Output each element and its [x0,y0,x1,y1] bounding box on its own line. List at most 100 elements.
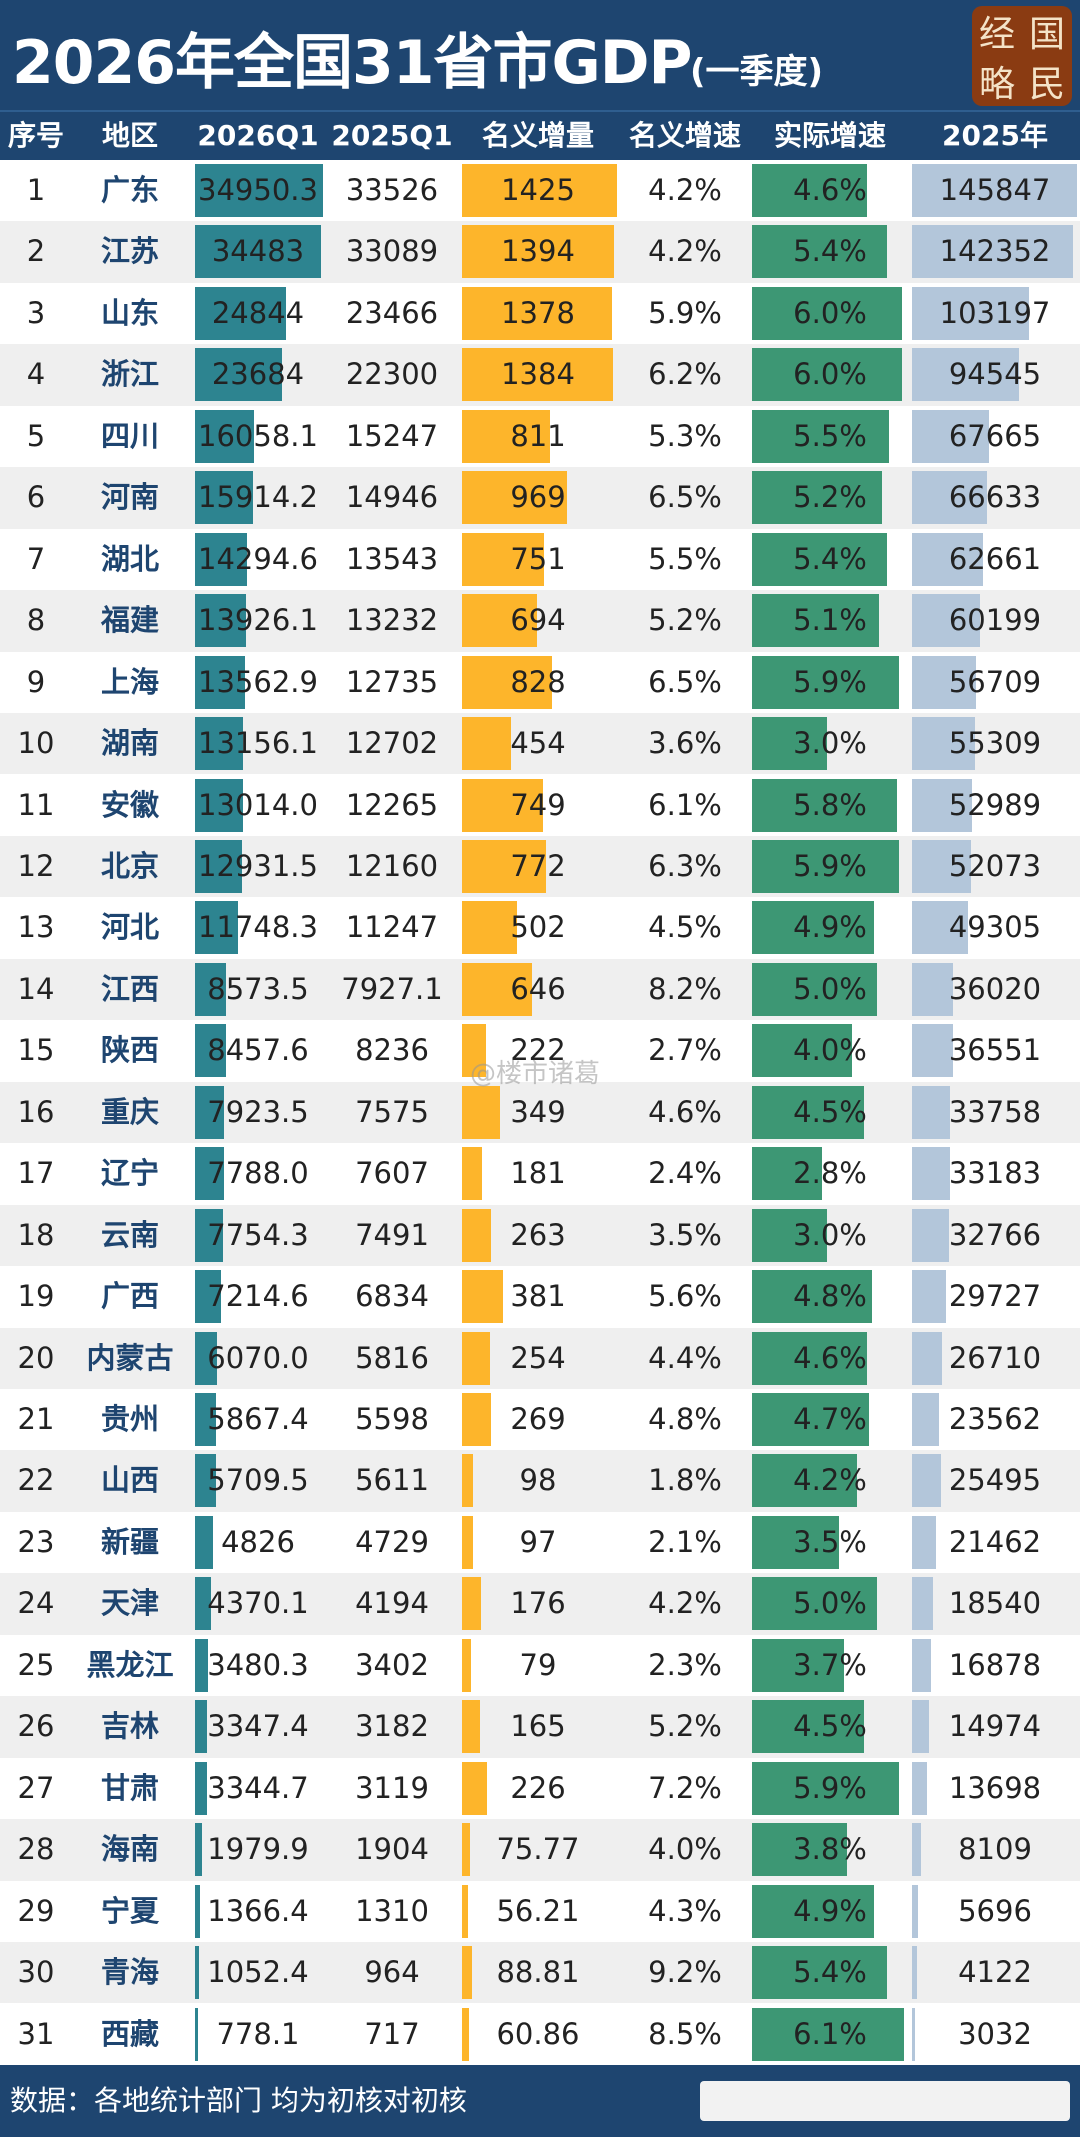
table-cell: 4.3% [648,1893,722,1928]
bar-nominal-increase [462,1638,471,1692]
table-row: 24 天津 4370.1 4194 176 4.2% 5.0% 18540 [0,1573,1080,1635]
bar-nominal-increase [462,1085,500,1139]
bar-2025-annual [912,409,989,463]
table-row: 17 辽宁 7788.0 7607 181 2.4% 2.8% 33183 [0,1143,1080,1204]
table-cell: 778.1 [216,2016,300,2051]
bar-2025-annual [912,1700,929,1754]
table-cell: 宁夏 [100,1893,159,1928]
bar-2025-annual [912,1454,941,1508]
table-cell: 165 [510,1709,566,1744]
table-cell: 5.5% [648,541,722,576]
table-cell: 14946 [345,480,439,515]
bar-2025-annual [912,471,988,525]
table-row: 9 上海 13562.9 12735 828 6.5% 5.9% 56709 [0,652,1080,713]
bar-2025-annual [912,286,1029,340]
table-row: 6 河南 15914.2 14946 969 6.5% 5.2% 66633 [0,467,1080,529]
table-cell: 8.5% [648,2016,722,2051]
table-cell: 13543 [345,541,439,576]
bar-2026q1 [195,225,322,279]
table-cell: 13156.1 [198,726,318,761]
table-cell: 四川 [100,418,159,453]
bar-real-growth [752,1331,867,1385]
table-cell: 6.2% [648,357,722,392]
footer-logo-image [700,2081,1070,2121]
bar-real-growth [752,839,900,893]
table-cell: 381 [510,1279,566,1314]
table-row: 30 青海 1052.4 964 88.81 9.2% 5.4% 4122 [0,1942,1080,2004]
table-cell: 广东 [100,173,159,207]
table-cell: 502 [510,910,566,945]
table-header: 序号 地区 2026Q1 2025Q1 名义增量 名义增速 实际增速 2025年 [0,110,1080,160]
column-header: 名义增速 [628,119,741,152]
table-cell: 山西 [100,1463,159,1498]
table-cell: 33526 [345,173,439,207]
table-row: 13 河北 11748.3 11247 502 4.5% 4.9% 49305 [0,897,1080,958]
table-cell: 6.3% [648,848,722,883]
bar-nominal-increase [462,839,546,893]
bar-real-growth [752,1515,840,1569]
table-cell: 5.8% [793,787,867,822]
table-cell: 31 [17,2016,55,2051]
bar-2025-annual [912,1393,939,1446]
table-cell: 263 [510,1217,566,1252]
table-cell: 18 [17,1217,55,1252]
bar-nominal-increase [462,655,553,709]
table-cell: 17 [17,1156,55,1191]
bar-real-growth [752,2007,904,2061]
table-cell: 79 [519,1647,557,1682]
table-cell: 6.1% [648,787,722,822]
table-cell: 23 [17,1524,55,1559]
table-cell: 222 [510,1033,566,1068]
table-cell: 88.81 [496,1955,580,1990]
table-cell: 29 [17,1893,55,1928]
table-cell: 河北 [100,910,159,945]
table-cell: 4.4% [648,1340,722,1375]
bar-2026q1 [195,1208,224,1262]
table-cell: 4.5% [648,910,722,945]
table-cell: 江西 [100,971,159,1006]
table-cell: 3480.3 [207,1647,309,1682]
bar-2026q1 [195,348,282,402]
table-cell: 226 [510,1770,566,1805]
table-cell: 23684 [211,357,305,392]
table-cell: 5.4% [793,234,867,269]
bar-nominal-increase [462,348,613,402]
table-cell: 60.86 [496,2016,580,2051]
column-header: 2025Q1 [331,119,453,152]
table-cell: 4.2% [648,1586,722,1621]
table-cell: 8457.6 [207,1033,309,1068]
bar-2026q1 [195,1761,208,1815]
table-cell: 内蒙古 [86,1340,174,1375]
table-cell: 5867.4 [207,1402,309,1436]
table-row: 31 西藏 778.1 717 60.86 8.5% 6.1% 3032 [0,2004,1080,2065]
table-row: 26 吉林 3347.4 3182 165 5.2% 4.5% 14974 [0,1696,1080,1758]
bar-nominal-increase [462,1208,491,1262]
table-cell: 4.2% [793,1463,867,1498]
table-cell: 7.2% [648,1770,722,1805]
bar-nominal-increase [462,594,538,648]
table-cell: 22300 [345,357,439,392]
table-cell: 1979.9 [207,1832,309,1867]
table-cell: 8109 [958,1832,1032,1867]
table-cell: 34483 [211,234,305,269]
table-cell: 33183 [948,1156,1042,1191]
table-cell: 江苏 [100,234,159,269]
table-cell: 1310 [355,1893,429,1928]
table-cell: 52073 [948,848,1042,883]
table-cell: 1366.4 [207,1893,309,1928]
seal-logo: 经 国 略 民 [972,6,1072,106]
bar-2026q1 [195,1638,208,1692]
table-cell: 62661 [948,541,1042,576]
bar-real-growth [752,1577,877,1631]
table-cell: 21 [17,1402,55,1436]
table-row: 8 福建 13926.1 13232 694 5.2% 5.1% 60199 [0,590,1080,652]
bar-real-growth [752,778,897,832]
table-cell: 4.2% [648,173,722,207]
table-cell: 4729 [355,1524,429,1559]
bar-real-growth [752,1208,827,1262]
bar-2026q1 [195,1024,226,1078]
table-cell: 3347.4 [207,1709,309,1744]
table-row: 2 江苏 34483 33089 1394 4.2% 5.4% 142352 [0,221,1080,283]
bar-real-growth [752,1147,822,1201]
bar-2026q1 [195,655,245,709]
